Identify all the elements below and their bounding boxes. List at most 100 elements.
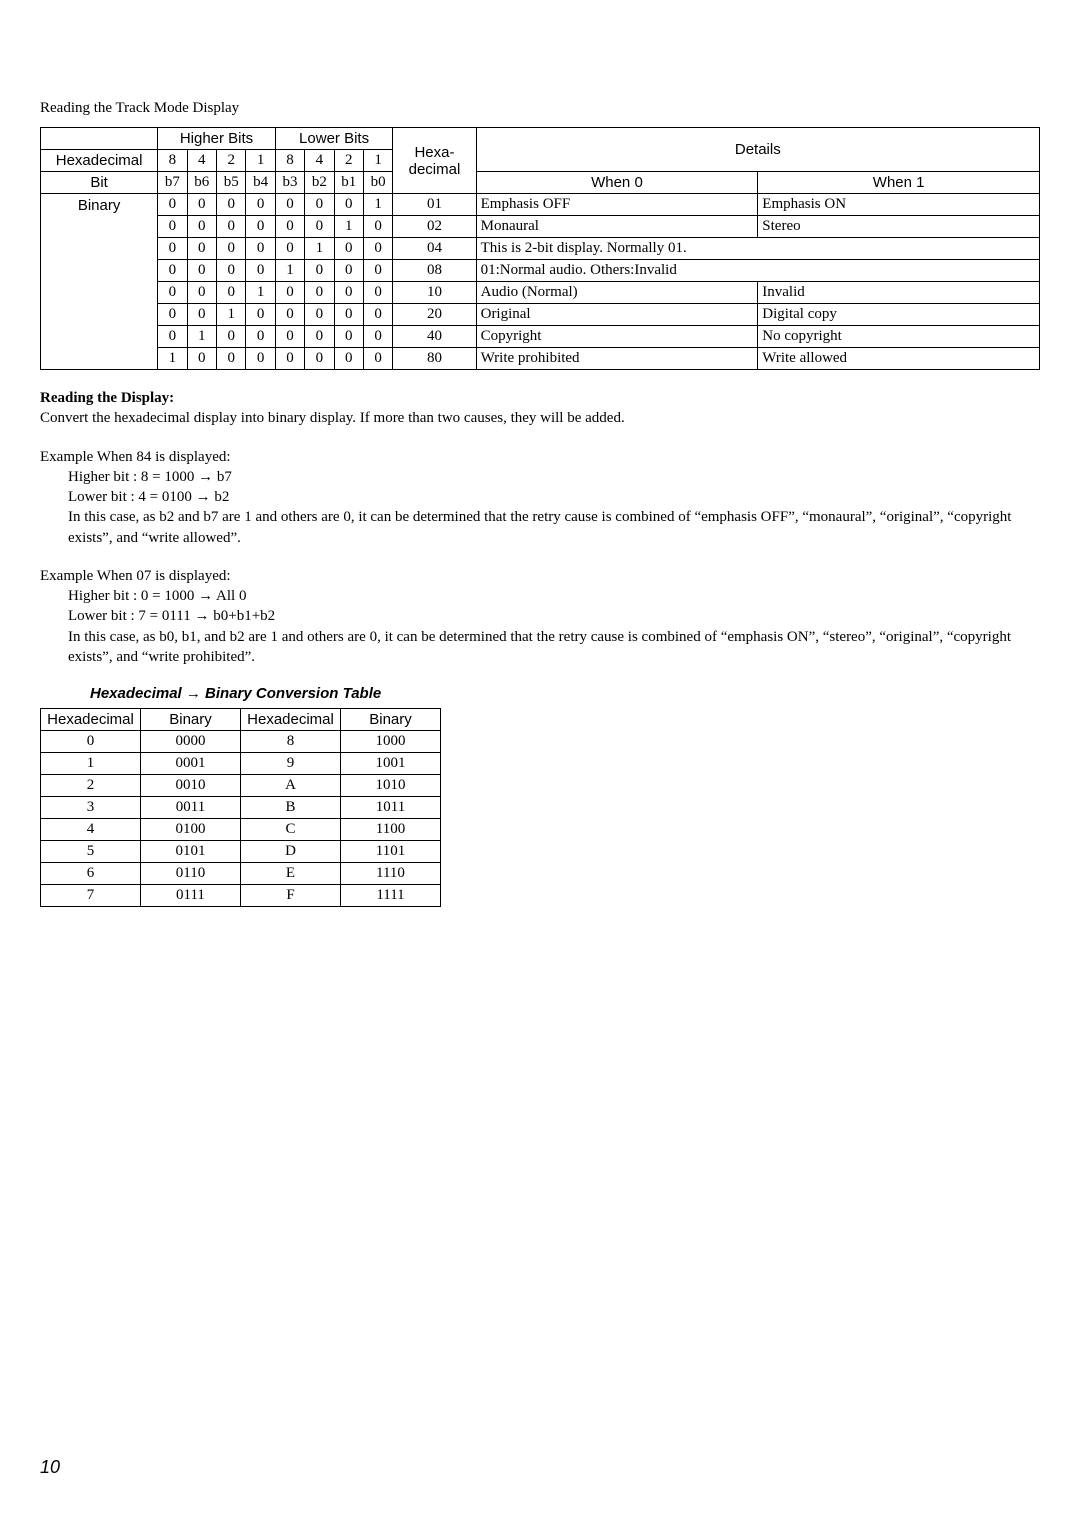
- bit-cell: 0: [158, 216, 187, 238]
- bit-cell: 1: [158, 348, 187, 370]
- conv-cell: 1001: [341, 753, 441, 775]
- bit-cell: 1: [217, 304, 246, 326]
- hex-cell: 40: [393, 326, 476, 348]
- conv-cell: 6: [41, 863, 141, 885]
- header-details: Details: [476, 128, 1039, 172]
- bit-cell: 0: [363, 216, 392, 238]
- hex-cell: 04: [393, 238, 476, 260]
- bit-cell: 0: [305, 304, 334, 326]
- conversion-table-title: Hexadecimal → Binary Conversion Table: [90, 685, 1040, 702]
- bit-cell: 0: [275, 326, 304, 348]
- bit-cell: 0: [217, 326, 246, 348]
- conv-cell: 0111: [141, 885, 241, 907]
- conversion-table: Hexadecimal Binary Hexadecimal Binary 00…: [40, 708, 441, 907]
- hex-cell: 10: [393, 282, 476, 304]
- conv-cell: 0100: [141, 819, 241, 841]
- conv-cell: 9: [241, 753, 341, 775]
- detail-when1: Write allowed: [758, 348, 1040, 370]
- bit-cell: 1: [305, 238, 334, 260]
- bit-cell: 0: [363, 282, 392, 304]
- conv-cell: 1011: [341, 797, 441, 819]
- detail-when1: Stereo: [758, 216, 1040, 238]
- hex-cell: 80: [393, 348, 476, 370]
- conv-cell: F: [241, 885, 341, 907]
- bit-cell: 0: [363, 326, 392, 348]
- bit-cell: 0: [187, 216, 216, 238]
- reading-display-block: Reading the Display: Convert the hexadec…: [40, 388, 1040, 429]
- bit-cell: 0: [275, 238, 304, 260]
- conv-cell: 0011: [141, 797, 241, 819]
- bit-cell: 0: [158, 260, 187, 282]
- row-label-hexadecimal: Hexadecimal: [41, 150, 158, 172]
- bit-cell: 0: [246, 326, 275, 348]
- page-number: 10: [40, 1457, 60, 1478]
- reading-display-heading: Reading the Display:: [40, 390, 174, 406]
- hex-cell: 01: [393, 194, 476, 216]
- conv-cell: 1000: [341, 731, 441, 753]
- conv-cell: 1111: [341, 885, 441, 907]
- bit-cell: 0: [363, 260, 392, 282]
- bit-cell: 0: [275, 194, 304, 216]
- detail-when0: Original: [476, 304, 758, 326]
- bit-cell: 0: [305, 216, 334, 238]
- detail-when0: Monaural: [476, 216, 758, 238]
- conv-cell: 1110: [341, 863, 441, 885]
- conv-cell: 0110: [141, 863, 241, 885]
- bit-cell: 1: [187, 326, 216, 348]
- example-2: Example When 07 is displayed: Higher bit…: [40, 566, 1040, 667]
- bit-cell: 0: [334, 238, 363, 260]
- conv-cell: 1101: [341, 841, 441, 863]
- bit-cell: 0: [275, 348, 304, 370]
- reading-display-text: Convert the hexadecimal display into bin…: [40, 410, 625, 426]
- hex-cell: 02: [393, 216, 476, 238]
- conv-cell: E: [241, 863, 341, 885]
- bit-cell: 0: [275, 304, 304, 326]
- bit-cell: 1: [246, 282, 275, 304]
- bit-cell: 0: [246, 348, 275, 370]
- detail-cell: 01:Normal audio. Others:Invalid: [476, 260, 1039, 282]
- conv-cell: 1: [41, 753, 141, 775]
- conv-cell: 2: [41, 775, 141, 797]
- bit-cell: 0: [187, 194, 216, 216]
- header-lower-bits: Lower Bits: [275, 128, 393, 150]
- conv-cell: 0010: [141, 775, 241, 797]
- bit-cell: 0: [334, 194, 363, 216]
- header-higher-bits: Higher Bits: [158, 128, 276, 150]
- conv-cell: A: [241, 775, 341, 797]
- bit-cell: 0: [158, 304, 187, 326]
- bit-cell: 0: [305, 260, 334, 282]
- bit-cell: 0: [217, 282, 246, 304]
- conv-cell: 0101: [141, 841, 241, 863]
- detail-when1: Invalid: [758, 282, 1040, 304]
- conv-cell: 4: [41, 819, 141, 841]
- bit-cell: 0: [305, 194, 334, 216]
- bit-cell: 1: [334, 216, 363, 238]
- conv-cell: C: [241, 819, 341, 841]
- bit-cell: 0: [158, 238, 187, 260]
- bit-cell: 0: [217, 194, 246, 216]
- bit-cell: 0: [334, 326, 363, 348]
- row-label-bit: Bit: [41, 172, 158, 194]
- bit-cell: 0: [187, 348, 216, 370]
- bit-cell: 0: [187, 282, 216, 304]
- bit-cell: 0: [217, 260, 246, 282]
- bit-cell: 0: [246, 238, 275, 260]
- bit-cell: 0: [334, 282, 363, 304]
- bit-cell: 0: [158, 326, 187, 348]
- bit-cell: 0: [187, 238, 216, 260]
- bit-cell: 0: [246, 194, 275, 216]
- bit-cell: 0: [305, 282, 334, 304]
- conv-cell: 8: [241, 731, 341, 753]
- example-1: Example When 84 is displayed: Higher bit…: [40, 447, 1040, 548]
- bit-cell: 0: [363, 348, 392, 370]
- conv-cell: 7: [41, 885, 141, 907]
- hex-cell: 20: [393, 304, 476, 326]
- bit-cell: 0: [334, 304, 363, 326]
- bit-cell: 1: [275, 260, 304, 282]
- bit-cell: 0: [275, 282, 304, 304]
- bit-cell: 0: [363, 238, 392, 260]
- bit-cell: 0: [305, 326, 334, 348]
- header-when0: When 0: [476, 172, 758, 194]
- detail-when1: Digital copy: [758, 304, 1040, 326]
- hex-cell: 08: [393, 260, 476, 282]
